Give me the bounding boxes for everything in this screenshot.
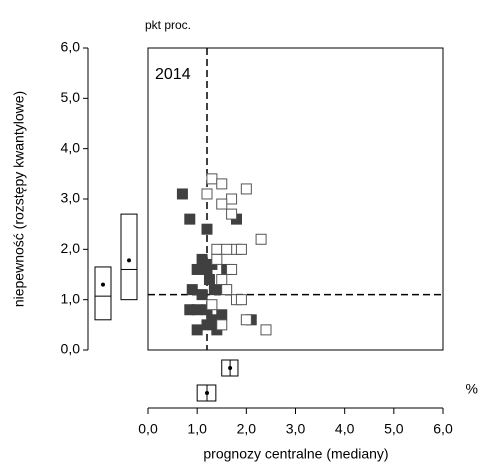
marker — [211, 253, 223, 265]
x-tick-label: 6,0 — [433, 421, 453, 437]
marker — [260, 324, 272, 336]
x-tick-label: 5,0 — [384, 421, 404, 437]
box-mean — [127, 258, 131, 263]
marker — [203, 274, 215, 286]
box — [94, 266, 112, 321]
marker — [206, 299, 218, 311]
marker — [255, 233, 267, 245]
marker — [226, 208, 238, 220]
y-tick-label: 4,0 — [61, 139, 81, 155]
y-tick-label: 3,0 — [61, 190, 81, 206]
marker — [191, 263, 203, 275]
marker — [221, 284, 233, 296]
y-tick-label: 0,0 — [61, 341, 81, 357]
marker — [176, 188, 188, 200]
marker — [216, 319, 228, 331]
marker — [235, 243, 247, 255]
marker — [201, 188, 213, 200]
marker — [216, 274, 228, 286]
marker — [186, 284, 198, 296]
y-tick-label: 5,0 — [61, 89, 81, 105]
x-unit: % — [466, 381, 478, 397]
annotation: 2014 — [155, 66, 191, 83]
marker — [196, 253, 208, 265]
marker — [240, 314, 252, 326]
x-tick-label: 1,0 — [187, 421, 207, 437]
marker — [201, 319, 213, 331]
box — [120, 213, 138, 301]
marker — [240, 183, 252, 195]
marker — [216, 198, 228, 210]
x-tick-label: 2,0 — [237, 421, 257, 437]
marker — [191, 304, 203, 316]
marker — [184, 213, 196, 225]
y-tick-label: 1,0 — [61, 290, 81, 306]
marker — [226, 193, 238, 205]
marker — [216, 178, 228, 190]
x-axis-label: prognozy centralne (mediany) — [203, 446, 388, 462]
y-tick-label: 6,0 — [61, 39, 81, 55]
marker — [191, 324, 203, 336]
marker — [211, 243, 223, 255]
box-mean — [228, 366, 233, 370]
marker — [208, 284, 220, 296]
marker — [196, 289, 208, 301]
marker — [206, 173, 218, 185]
y-tick-label: 2,0 — [61, 240, 81, 256]
box-mean — [205, 391, 209, 395]
marker — [216, 309, 228, 321]
y-axis-label: niepewność (rozstępy kwantylowe) — [11, 91, 27, 307]
plot-frame — [147, 47, 444, 351]
x-tick-label: 3,0 — [286, 421, 306, 437]
y-unit: pkt proc. — [145, 18, 191, 32]
marker — [226, 263, 238, 275]
marker — [235, 294, 247, 306]
marker — [221, 243, 233, 255]
x-tick-label: 4,0 — [335, 421, 355, 437]
box-mean — [101, 282, 105, 287]
marker — [201, 223, 213, 235]
x-tick-label: 0,0 — [138, 421, 158, 437]
